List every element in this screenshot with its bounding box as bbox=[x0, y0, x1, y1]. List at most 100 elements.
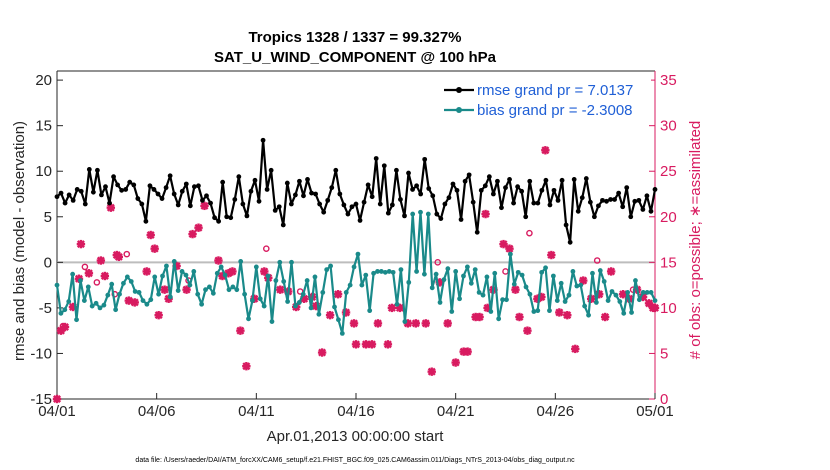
obs-assimilated-point bbox=[182, 285, 191, 294]
marker-stroke bbox=[563, 311, 572, 320]
rmse-data-point bbox=[159, 196, 165, 201]
rmse-data-point bbox=[204, 193, 209, 199]
obs-assimilated-point bbox=[276, 285, 285, 294]
bias-data-point bbox=[269, 319, 275, 324]
rmse-data-point bbox=[232, 197, 238, 202]
obs-assimilated-point bbox=[367, 340, 377, 349]
rmse-data-point bbox=[208, 200, 213, 206]
bias-data-point bbox=[265, 273, 271, 279]
obs-assimilated-point bbox=[100, 271, 110, 281]
bias-data-point bbox=[191, 269, 197, 274]
bias-data-point bbox=[414, 269, 419, 274]
bias-data-point bbox=[445, 266, 451, 272]
rmse-data-point bbox=[313, 191, 318, 197]
marker-stroke bbox=[579, 276, 588, 285]
bias-data-point bbox=[277, 259, 283, 265]
bias-data-point bbox=[89, 303, 95, 309]
rmse-data-point bbox=[369, 194, 375, 200]
bias-data-point bbox=[152, 274, 158, 280]
rmse-data-point bbox=[490, 191, 496, 197]
bias-data-point bbox=[347, 282, 353, 288]
rmse-data-point bbox=[183, 181, 189, 187]
rmse-data-point bbox=[244, 213, 250, 219]
rmse-data-point bbox=[600, 197, 605, 203]
rmse-data-point bbox=[280, 222, 286, 228]
bias-data-point bbox=[308, 305, 314, 311]
rmse-data-point bbox=[151, 187, 157, 192]
rmse-data-point bbox=[317, 201, 323, 207]
bias-data-point bbox=[371, 270, 376, 276]
bias-data-point bbox=[394, 301, 400, 307]
bias-data-point bbox=[633, 278, 638, 283]
bias-data-point bbox=[441, 277, 447, 283]
bias-data-point bbox=[304, 278, 310, 283]
rmse-data-point bbox=[478, 187, 484, 193]
bias-data-point bbox=[550, 273, 556, 279]
bias-data-point bbox=[492, 270, 498, 276]
bias-data-point bbox=[531, 309, 537, 314]
obs-assimilated-point bbox=[541, 146, 550, 155]
bias-data-point bbox=[167, 294, 173, 300]
bias-data-point bbox=[183, 272, 189, 278]
bias-data-point bbox=[316, 311, 322, 317]
rmse-data-point bbox=[559, 177, 565, 183]
x-tick-label: 04/21 bbox=[437, 403, 475, 420]
bias-data-point bbox=[81, 298, 87, 303]
bias-data-point bbox=[484, 274, 490, 280]
x-tick-label: 04/16 bbox=[337, 403, 375, 420]
marker-stroke bbox=[53, 395, 61, 403]
bias-data-point bbox=[78, 278, 83, 283]
obs-assimilated-point bbox=[563, 310, 572, 320]
bias-data-point bbox=[605, 298, 611, 303]
rmse-data-point bbox=[628, 214, 634, 220]
rmse-data-point bbox=[381, 163, 387, 169]
bias-data-point bbox=[629, 310, 634, 315]
obs-assimilated-point bbox=[325, 310, 335, 320]
bias-data-point bbox=[132, 289, 138, 294]
rmse-data-point bbox=[507, 177, 512, 182]
bias-data-point bbox=[289, 259, 294, 265]
bias-data-point bbox=[70, 271, 76, 277]
rmse-data-point bbox=[78, 188, 84, 194]
rmse-data-point bbox=[406, 170, 411, 176]
rmse-data-point bbox=[571, 177, 577, 182]
bias-data-point bbox=[250, 298, 255, 303]
rmse-data-point bbox=[240, 201, 246, 207]
x-axis-label: Apr.01,2013 00:00:00 start bbox=[267, 428, 445, 445]
rmse-data-point bbox=[535, 200, 541, 206]
rmse-data-point bbox=[515, 184, 521, 190]
rmse-data-point bbox=[292, 192, 298, 198]
rmse-data-point bbox=[426, 186, 432, 191]
bias-data-point bbox=[320, 290, 326, 295]
obs-possible-point bbox=[434, 259, 442, 266]
y-tick-label: 0 bbox=[44, 254, 52, 271]
y-tick-label: 15 bbox=[35, 118, 52, 135]
bias-data-point bbox=[351, 264, 357, 270]
bias-data-point bbox=[586, 312, 591, 318]
rmse-data-point bbox=[579, 195, 585, 201]
rmse-data-point bbox=[648, 208, 654, 214]
rmse-data-point bbox=[394, 167, 399, 173]
rmse-data-point bbox=[179, 188, 185, 194]
bias-data-point bbox=[418, 209, 423, 215]
rmse-data-point bbox=[191, 184, 197, 190]
bias-data-point bbox=[93, 300, 99, 306]
bias-data-point bbox=[214, 270, 220, 276]
rmse-data-point bbox=[531, 200, 537, 206]
marker-stroke bbox=[451, 358, 460, 367]
chart-subtitle: SAT_U_WIND_COMPONENT @ 100 hPa bbox=[214, 49, 497, 66]
rmse-data-point bbox=[107, 200, 112, 206]
obs-assimilated-point bbox=[242, 362, 251, 371]
marker-stroke bbox=[387, 303, 396, 312]
rmse-data-point bbox=[220, 179, 226, 185]
rmse-data-point bbox=[547, 202, 553, 208]
rmse-data-point bbox=[196, 183, 201, 189]
marker-stroke bbox=[124, 296, 133, 305]
obs-assimilated-point bbox=[349, 319, 359, 328]
obs-assimilated-point bbox=[579, 276, 588, 285]
obs-assimilated-point bbox=[427, 367, 436, 376]
rmse-data-point bbox=[454, 187, 460, 193]
rmse-data-point bbox=[90, 189, 96, 195]
rmse-data-point bbox=[640, 207, 646, 212]
bias-data-point bbox=[535, 308, 541, 314]
